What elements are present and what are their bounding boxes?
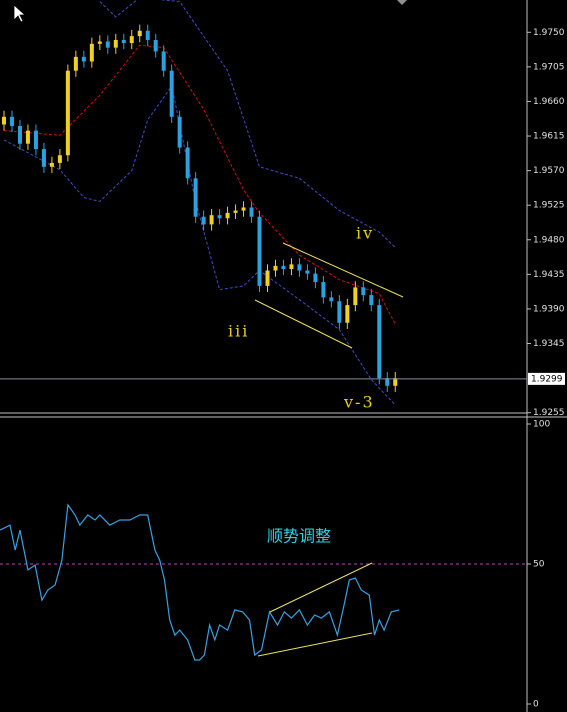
candle-body [377, 305, 382, 379]
candle-body [169, 70, 174, 117]
candle-body [289, 264, 294, 269]
current-price-label: 1.9299 [531, 374, 563, 384]
candle-body [345, 305, 350, 323]
y-tick-label: 1.9435 [533, 270, 565, 280]
candle-body [153, 39, 158, 52]
y-tick-label: 1.9345 [533, 339, 565, 349]
candle-body [369, 295, 374, 306]
candle-body [233, 210, 238, 213]
y-tick-label: 0 [533, 700, 539, 710]
candle-body [41, 149, 46, 167]
candle-body [393, 378, 398, 386]
candle-body [113, 39, 118, 48]
annotation: 顺势调整 [267, 527, 331, 546]
overlay-line [99, 0, 396, 248]
indicator-line [0, 503, 400, 661]
y-tick-label: 1.9390 [533, 304, 565, 314]
y-tick-label: 1.9570 [533, 166, 565, 176]
candle-body [265, 270, 270, 286]
candle-body [193, 178, 198, 217]
candle-body [137, 30, 142, 37]
wave-label: iii [228, 322, 249, 341]
candle-body [225, 212, 230, 219]
candle-body [385, 378, 390, 386]
candle-body [249, 207, 254, 217]
candle-body [17, 126, 22, 144]
y-tick-label: 1.9615 [533, 132, 565, 142]
overlay-line [3, 84, 396, 406]
candle-body [185, 147, 190, 179]
candle-body [81, 56, 86, 62]
candle-body [9, 116, 14, 127]
candle-body [217, 215, 222, 219]
candle-body [361, 287, 366, 296]
indicator-panel [0, 503, 527, 661]
candle-body [97, 41, 102, 44]
y-tick-label: 1.9480 [533, 235, 565, 245]
trend-line [257, 632, 373, 657]
candle-body [313, 273, 318, 283]
y-tick-label: 1.9750 [533, 28, 565, 38]
candle-body [49, 162, 54, 167]
candle-body [105, 41, 110, 48]
candle-body [337, 301, 342, 323]
candle-body [329, 297, 334, 302]
candle-body [65, 70, 70, 156]
candle-body [57, 155, 62, 163]
y-tick-label: 1.9705 [533, 62, 565, 72]
candle-body [33, 130, 38, 150]
axis-labels: 1.9750 1.9705 1.9660 1.9615 1.9570 1.9525 1.94… [527, 28, 565, 710]
candle-body [1, 116, 6, 125]
candle-body [161, 51, 166, 71]
candle-body [257, 216, 262, 286]
trend-line [282, 242, 404, 298]
candle-body [89, 43, 94, 62]
candle-body [177, 116, 182, 148]
shift-marker [397, 0, 407, 5]
y-tick-label: 1.9660 [533, 97, 565, 107]
candle-body [201, 216, 206, 225]
wave-label: iv [356, 224, 374, 243]
candle-body [353, 287, 358, 306]
y-tick-label: 50 [533, 560, 545, 570]
candle-body [25, 130, 30, 144]
wave-label: v-3 [343, 393, 375, 412]
candle-body [297, 264, 302, 271]
candle-body [321, 282, 326, 298]
cursor [13, 4, 27, 23]
candle-body [121, 39, 126, 44]
candle-body [209, 215, 214, 225]
y-tick-label: 1.9525 [533, 201, 565, 211]
y-tick-label: 1.9255 [533, 408, 565, 418]
trend-line [269, 562, 373, 613]
candle-body [73, 56, 78, 71]
price-panel [0, 0, 527, 406]
candle-body [305, 270, 310, 274]
candle-body [241, 207, 246, 211]
candle-body [273, 265, 278, 271]
current-price-box [528, 372, 565, 385]
candle-body [129, 36, 134, 44]
trend-line [254, 299, 353, 349]
y-tick-label: 100 [533, 420, 550, 430]
candle-body [145, 30, 150, 40]
candle-body [281, 265, 286, 269]
